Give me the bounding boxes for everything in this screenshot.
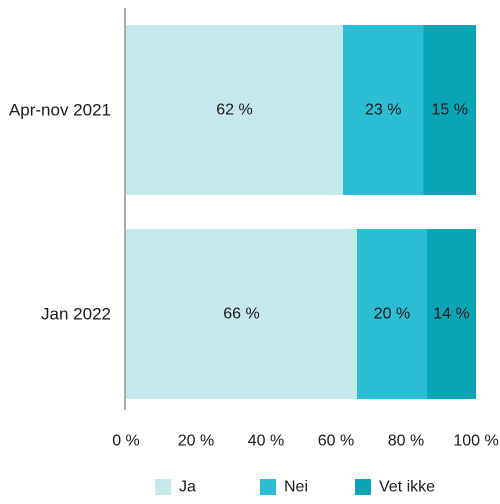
data-label-vet-ikke-jan-2022: 14 % — [433, 306, 469, 323]
x-tick-label-80: 80 % — [388, 433, 424, 450]
data-label-nei-apr-nov-2021: 23 % — [365, 102, 401, 119]
x-tick-label-60: 60 % — [318, 433, 354, 450]
legend: Ja Nei Vet ikke — [155, 479, 435, 496]
x-tick-label-100: 100 % — [453, 433, 498, 450]
x-tick-label-20: 20 % — [178, 433, 214, 450]
x-tick-labels-group: 0 % 20 % 40 % 60 % 80 % 100 % — [112, 433, 498, 450]
bar-vet-ikke-apr-nov-2021 — [423, 25, 476, 195]
legend-swatch-ja — [155, 479, 171, 495]
data-label-vet-ikke-apr-nov-2021: 15 % — [432, 102, 468, 119]
bar-nei-jan-2022 — [357, 229, 427, 399]
data-label-ja-jan-2022: 66 % — [223, 306, 259, 323]
category-label-jan-2022: Jan 2022 — [41, 305, 111, 324]
legend-swatch-nei — [260, 479, 276, 495]
bar-nei-apr-nov-2021 — [343, 25, 424, 195]
data-label-nei-jan-2022: 20 % — [374, 306, 410, 323]
bar-vet-ikke-jan-2022 — [427, 229, 476, 399]
data-labels-group: 62 % 23 % 15 % 66 % 20 % 14 % — [216, 102, 469, 323]
data-label-ja-apr-nov-2021: 62 % — [216, 102, 252, 119]
category-labels-group: Apr-nov 2021 Jan 2022 — [9, 101, 111, 324]
x-tick-label-40: 40 % — [248, 433, 284, 450]
legend-label-vet-ikke: Vet ikke — [379, 479, 435, 496]
bar-ja-jan-2022 — [126, 229, 357, 399]
bars-group — [126, 25, 476, 399]
bar-ja-apr-nov-2021 — [126, 25, 343, 195]
legend-swatch-vet-ikke — [355, 479, 371, 495]
legend-label-ja: Ja — [179, 479, 196, 496]
x-tick-label-0: 0 % — [112, 433, 140, 450]
legend-label-nei: Nei — [284, 479, 308, 496]
category-label-apr-nov-2021: Apr-nov 2021 — [9, 101, 111, 120]
